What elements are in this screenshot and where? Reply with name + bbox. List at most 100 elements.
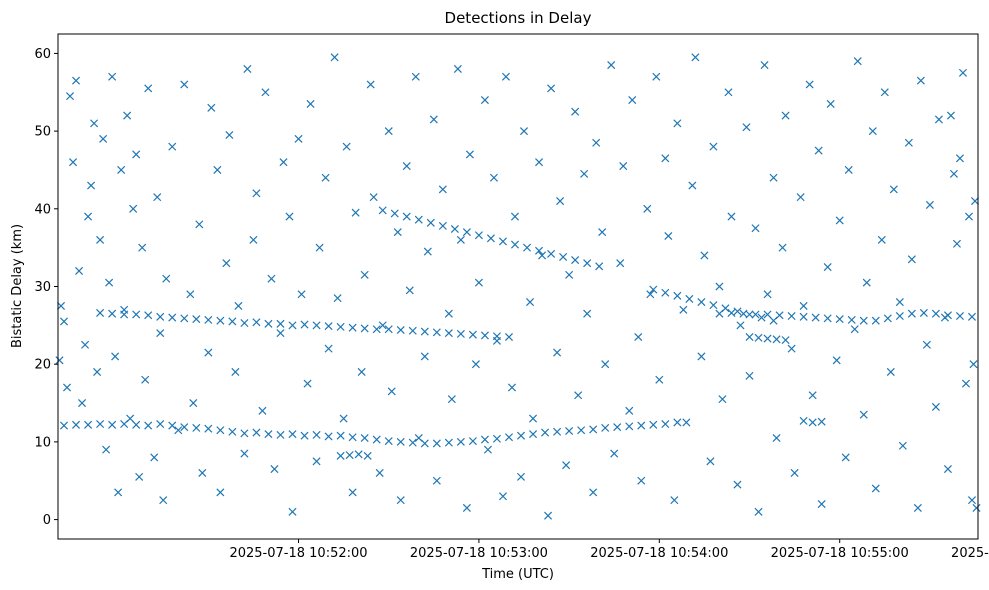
data-point-marker: [970, 197, 980, 206]
data-point-marker: [180, 423, 189, 432]
data-point-marker: [634, 332, 643, 342]
data-point-marker: [393, 228, 402, 237]
data-point-marker: [456, 437, 465, 446]
x-tick-label: 2025-07-18 10:54:00: [590, 546, 728, 561]
data-point-marker: [216, 426, 225, 435]
data-point-marker: [213, 165, 222, 174]
data-point-marker: [174, 426, 183, 435]
data-point-marker: [72, 420, 81, 429]
data-point-marker: [967, 496, 977, 505]
data-point-marker: [129, 204, 138, 213]
data-point-marker: [159, 496, 168, 505]
data-point-marker: [59, 421, 69, 430]
data-point-marker: [468, 437, 477, 446]
data-point-marker: [486, 234, 495, 243]
data-point-marker: [610, 449, 619, 458]
data-point-marker: [360, 324, 369, 333]
data-point-marker: [955, 311, 964, 321]
data-point-marker: [402, 162, 411, 171]
data-point-marker: [285, 212, 294, 221]
data-point-marker: [751, 224, 760, 233]
data-point-marker: [529, 414, 538, 423]
data-point-marker: [835, 216, 844, 225]
data-point-marker: [907, 309, 916, 318]
data-point-marker: [252, 318, 261, 327]
data-point-marker: [66, 92, 75, 101]
data-point-marker: [535, 158, 544, 167]
data-point-marker: [225, 130, 234, 140]
data-point-marker: [529, 430, 538, 439]
data-point-marker: [360, 433, 369, 443]
data-point-marker: [252, 189, 261, 198]
data-point-marker: [519, 127, 529, 136]
data-point-marker: [78, 399, 87, 408]
data-point-marker: [234, 301, 243, 310]
data-point-marker: [673, 291, 682, 300]
data-point-marker: [168, 313, 177, 322]
data-point-marker: [763, 310, 772, 319]
data-point-marker: [216, 488, 225, 497]
data-point-marker: [396, 437, 405, 446]
data-point-marker: [123, 111, 132, 120]
data-point-marker: [411, 72, 420, 81]
data-point-marker: [56, 301, 66, 310]
data-point-marker: [354, 450, 363, 459]
data-point-marker: [55, 356, 64, 365]
data-point-marker: [465, 150, 474, 159]
data-point-marker: [192, 315, 201, 324]
data-point-marker: [553, 427, 562, 436]
data-point-marker: [589, 425, 598, 434]
data-point-marker: [964, 212, 974, 221]
data-point-marker: [432, 328, 441, 337]
data-point-marker: [249, 235, 258, 244]
data-point-marker: [156, 419, 165, 429]
data-point-marker: [135, 472, 144, 481]
data-point-marker: [420, 439, 429, 448]
data-point-marker: [153, 193, 162, 202]
data-point-marker: [745, 371, 754, 380]
data-point-marker: [276, 319, 285, 328]
data-point-marker: [916, 76, 925, 85]
data-point-marker: [432, 476, 441, 485]
data-point-marker: [264, 430, 273, 439]
data-marks: [55, 53, 981, 520]
data-point-marker: [760, 61, 769, 70]
data-point-marker: [474, 231, 483, 240]
data-point-marker: [480, 96, 489, 105]
data-point-marker: [661, 419, 670, 429]
data-point-marker: [799, 416, 808, 425]
data-point-marker: [330, 53, 339, 62]
data-point-marker: [288, 321, 297, 330]
data-point-marker: [583, 259, 592, 268]
data-point-marker: [841, 453, 850, 462]
data-point-marker: [562, 461, 571, 470]
data-point-marker: [613, 423, 622, 432]
data-point-marker: [462, 503, 471, 512]
data-point-marker: [492, 434, 501, 443]
data-point-marker: [538, 251, 547, 260]
y-tick-label: 60: [34, 47, 51, 62]
x-axis-label: Time (UTC): [481, 567, 554, 582]
data-point-marker: [661, 154, 670, 163]
data-point-marker: [348, 488, 357, 497]
data-point-marker: [601, 423, 610, 432]
data-point-marker: [288, 507, 297, 516]
data-point-marker: [507, 383, 517, 392]
x-tick-label: 2025-07-18 10:53:00: [410, 546, 548, 561]
data-point-marker: [348, 433, 357, 442]
y-tick-label: 30: [34, 280, 51, 295]
data-point-marker: [769, 173, 778, 182]
data-point-marker: [895, 311, 904, 321]
data-point-marker: [775, 311, 784, 320]
data-point-marker: [577, 426, 586, 435]
data-point-marker: [583, 309, 592, 318]
plot-frame: [57, 33, 979, 540]
data-point-marker: [679, 305, 688, 314]
data-point-marker: [571, 107, 580, 116]
data-point-marker: [372, 435, 381, 444]
data-point-marker: [258, 406, 267, 415]
data-point-marker: [240, 429, 249, 438]
data-point-marker: [420, 352, 429, 361]
data-point-marker: [447, 395, 456, 404]
data-point-marker: [480, 331, 489, 340]
